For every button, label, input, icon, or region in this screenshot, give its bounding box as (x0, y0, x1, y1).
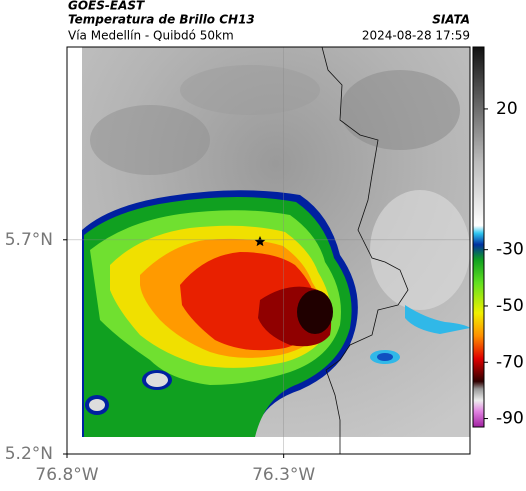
org: SIATA (432, 13, 470, 27)
source: GOES-EAST (68, 0, 145, 13)
lat-tick-label: 5.7°N (5, 230, 53, 250)
header: GOES-EAST Temperatura de Brillo CH13 SIA… (68, 0, 470, 43)
title: Temperatura de Brillo CH13 (68, 13, 255, 27)
colorbar-tick-label: -50 (496, 296, 524, 316)
lon-tick-label: 76.8°W (35, 465, 98, 485)
lon-tick-label: 76.3°W (252, 465, 315, 485)
colorbar (472, 46, 485, 428)
border (321, 46, 409, 454)
colorbar-tick-label: -70 (496, 352, 524, 372)
colorbar-tick-label: 20 (496, 99, 518, 119)
imagery (67, 47, 470, 454)
route: Vía Medellín - Quibdó 50km (68, 29, 234, 43)
colorbar-tick-label: -90 (496, 409, 524, 429)
lat-tick-label: 5.2°N (5, 444, 53, 464)
station-marker (254, 236, 266, 247)
datetime: 2024-08-28 17:59 (362, 29, 470, 43)
map-frame (66, 46, 471, 455)
colorbar-tick-label: -30 (496, 240, 524, 260)
